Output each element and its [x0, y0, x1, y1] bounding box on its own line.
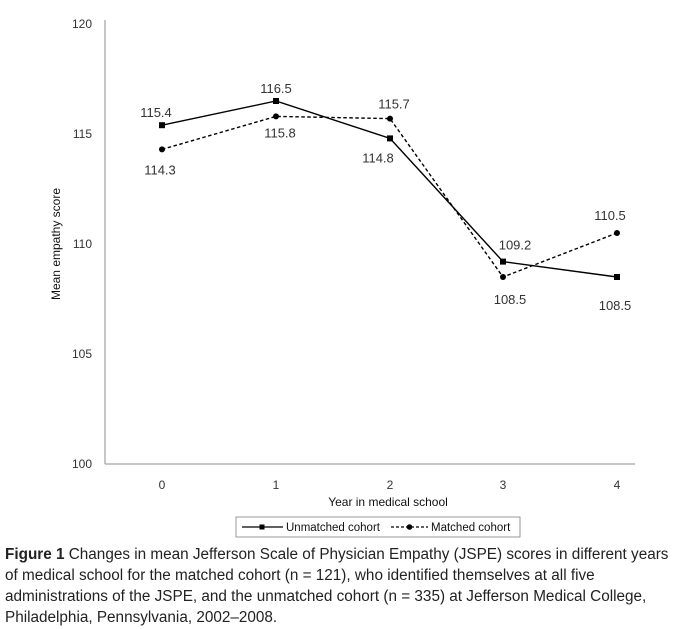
legend-unmatched-marker — [259, 524, 265, 530]
y-axis-label: Mean empathy score — [49, 188, 63, 300]
y-tick-label: 120 — [72, 17, 92, 31]
data-point-matched — [614, 230, 620, 236]
legend-matched-marker — [406, 524, 413, 530]
data-label-unmatched: 109.2 — [499, 238, 532, 253]
legend-box — [235, 516, 521, 538]
data-label-matched: 115.7 — [378, 97, 410, 112]
figure-caption: Figure 1 Changes in mean Jefferson Scale… — [5, 544, 681, 628]
x-tick-label: 4 — [614, 478, 621, 492]
data-point-unmatched — [159, 122, 165, 129]
data-point-unmatched — [387, 135, 393, 142]
series-layer — [159, 98, 620, 280]
x-tick-label: 3 — [500, 478, 507, 492]
data-point-matched — [500, 274, 506, 280]
x-axis-label: Year in medical school — [328, 495, 448, 509]
legend-matched-label: Matched cohort — [431, 522, 511, 534]
data-label-matched: 115.8 — [264, 125, 296, 140]
legend: Unmatched cohort Matched cohort — [235, 516, 521, 538]
figure-caption-label: Figure 1 — [5, 546, 65, 563]
legend-unmatched-label: Unmatched cohort — [286, 522, 381, 534]
line-chart: 100 105 110 115 120 0 1 2 3 4 115.4 116.5 114.8 109.… — [49, 17, 635, 538]
figure-caption-text: Changes in mean Jefferson Scale of Physi… — [5, 546, 669, 626]
y-tick-label: 115 — [73, 127, 92, 141]
x-tick-label: 2 — [387, 478, 394, 492]
series-line-matched — [161, 115, 618, 278]
data-point-matched — [273, 113, 279, 120]
data-point-unmatched — [273, 98, 279, 104]
data-label-unmatched: 115.4 — [140, 105, 172, 120]
data-label-matched: 108.5 — [494, 292, 527, 307]
x-tick-label: 0 — [159, 478, 166, 492]
data-label-matched: 114.3 — [144, 162, 176, 177]
data-label-unmatched: 108.5 — [599, 298, 632, 313]
series-line-unmatched — [161, 100, 618, 278]
x-tick-label: 1 — [273, 478, 280, 492]
y-tick-label: 110 — [73, 237, 92, 251]
axes: 100 105 110 115 120 0 1 2 3 4 — [72, 17, 635, 492]
y-tick-label: 105 — [72, 347, 92, 361]
data-label-unmatched: 114.8 — [362, 150, 394, 165]
data-point-unmatched — [500, 258, 506, 265]
data-point-matched — [159, 146, 165, 153]
data-label-unmatched: 116.5 — [260, 81, 292, 96]
data-label-matched: 110.5 — [594, 208, 626, 223]
data-point-unmatched — [614, 274, 620, 280]
data-labels: 115.4 116.5 114.8 109.2 108.5 114.3 115.8 115.7… — [140, 81, 631, 313]
data-point-matched — [387, 115, 393, 122]
y-tick-label: 100 — [72, 457, 92, 471]
